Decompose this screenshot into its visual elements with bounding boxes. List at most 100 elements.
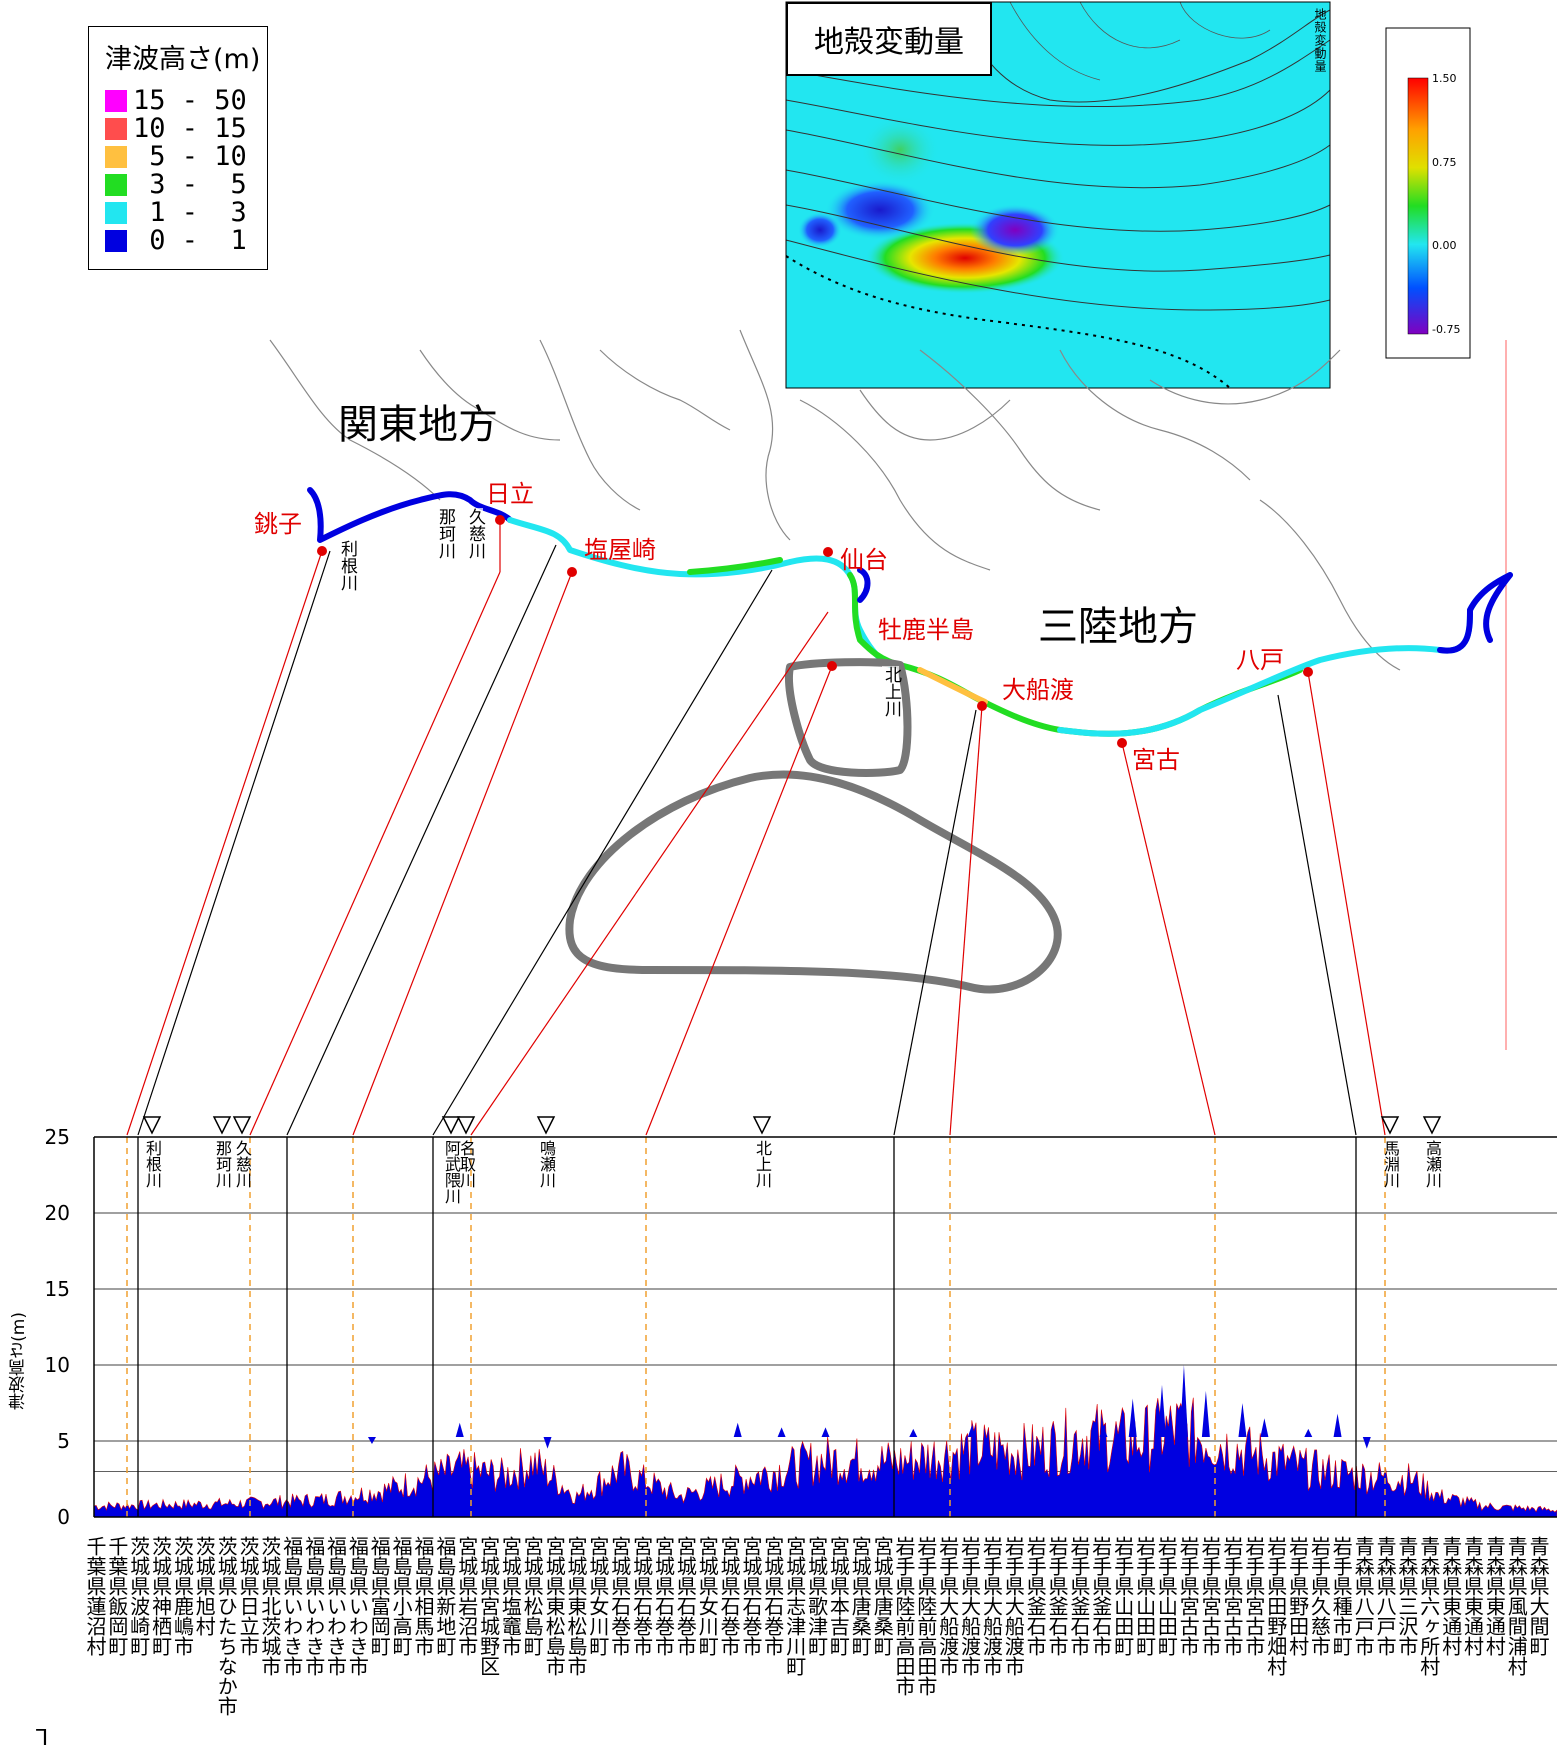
subsidence-area-west (825, 180, 935, 240)
legend-item: 5 - 10 (105, 141, 247, 172)
legend-swatch (105, 201, 127, 224)
legend-label: 3 - 5 (133, 169, 247, 200)
legend-item: 15 - 50 (105, 85, 247, 116)
legend-label: 10 - 15 (133, 113, 247, 144)
tsunami-spike (967, 1425, 976, 1437)
municipality-label: 福島県小高町 (389, 1536, 414, 1656)
municipality-label: 千葉県飯岡町 (104, 1536, 129, 1656)
leader-line-choshi (126, 550, 323, 1136)
inset-side-label: 地殻変動量 (1313, 8, 1327, 73)
chart-river-label: 鳴瀬川 (537, 1140, 556, 1188)
municipality-label: 宮城県石巻市 (673, 1536, 698, 1656)
municipality-label: 宮城県唐桑町 (848, 1536, 873, 1656)
river-marker-triangle (1380, 1116, 1400, 1135)
map-river-label-kitakami: 北上川 (881, 666, 901, 717)
river-markers (142, 1116, 1442, 1135)
minor-uplift-area (860, 115, 940, 185)
chart-river-label: 高瀬川 (1423, 1140, 1442, 1188)
chart-river-label: 阿武隈川 (442, 1140, 461, 1204)
municipality-label: 宮城県岩沼市 (454, 1536, 479, 1656)
legend-swatch (105, 229, 127, 252)
tsunami-spike (455, 1422, 464, 1437)
chart-river-label: 那珂川 (213, 1140, 232, 1188)
y-tick-label: 15 (44, 1277, 70, 1301)
tsunami-spike (1128, 1398, 1137, 1437)
municipality-label: 福島県いわき市 (323, 1536, 348, 1676)
municipality-label: 岩手県大船渡市 (957, 1536, 982, 1676)
map-river-label-tone: 利根川 (337, 540, 357, 591)
tsunami-spike (1260, 1418, 1269, 1437)
municipality-label: 茨城県波崎町 (126, 1536, 151, 1656)
legend-label: 15 - 50 (133, 85, 247, 116)
marker-sendai (823, 547, 833, 557)
municipality-label: 岩手県陸前高田市 (913, 1536, 938, 1696)
subsidence-area-far-west (798, 212, 842, 248)
legend-title: 津波高さ(m) (105, 44, 261, 75)
river-marker-triangle (142, 1116, 162, 1135)
municipality-label: 青森県三沢市 (1394, 1536, 1419, 1656)
chart-gridlines (94, 1212, 1557, 1472)
tsunami-spike (1333, 1413, 1342, 1437)
colorbar-tick: 0.75 (1432, 156, 1457, 169)
place-label-oshika: 牡鹿半島 (878, 616, 974, 644)
trench-line (785, 255, 1231, 389)
tsunami-height-legend: 津波高さ(m) 15 - 50 10 - 15 5 - 10 3 - 5 1 -… (88, 26, 268, 270)
municipality-label: 茨城県鹿嶋市 (170, 1536, 195, 1656)
place-label-shioyazaki: 塩屋崎 (584, 536, 656, 564)
tsunami-spike (1099, 1425, 1108, 1437)
map-river-label-kuji: 久慈川 (465, 508, 485, 559)
municipality-label: 岩手県山田町 (1110, 1536, 1135, 1656)
river-marker-triangle (212, 1116, 232, 1135)
marker-hachinohe (1303, 667, 1313, 677)
page-corner-mark: ⅂ (36, 1726, 49, 1751)
municipality-label: 福島県いわき市 (301, 1536, 326, 1676)
municipality-label: 宮城県宮城野区 (476, 1536, 501, 1676)
leader-line-oshika (645, 665, 833, 1136)
leader-line-shioyazaki (352, 571, 573, 1136)
municipality-label: 福島県新地町 (432, 1536, 457, 1656)
y-tick-label: 0 (57, 1505, 70, 1529)
leader-line-hitachi (249, 571, 501, 1136)
tsunami-spike (821, 1427, 830, 1437)
municipality-label: 茨城県日立市 (236, 1536, 261, 1656)
marker-shioyazaki (567, 567, 577, 577)
river-marker-triangle (752, 1116, 772, 1135)
municipality-label: 青森県八戸市 (1351, 1536, 1376, 1656)
municipality-label: 岩手県野田村 (1285, 1536, 1310, 1656)
municipality-label: 岩手県釜石市 (1045, 1536, 1070, 1656)
tsunami-height-area (93, 1397, 1557, 1518)
municipality-label: 岩手県宮古市 (1220, 1536, 1244, 1656)
tsunami-spike (1362, 1437, 1371, 1449)
place-label-hachinohe: 八戸 (1236, 646, 1284, 674)
y-tick-label: 20 (44, 1201, 70, 1225)
municipality-label: 茨城県ひたちなか市 (214, 1536, 239, 1716)
municipality-label: 岩手県久慈市 (1307, 1536, 1332, 1656)
y-tick-label: 25 (44, 1125, 70, 1149)
tsunami-spike (1304, 1428, 1313, 1437)
municipality-label: 千葉県蓮沼村 (83, 1536, 107, 1656)
municipality-label: 宮城県本吉町 (826, 1536, 851, 1656)
leader-line-miyako (1121, 742, 1216, 1136)
municipality-label: 宮城県東松島市 (542, 1536, 567, 1676)
place-label-miyako: 宮古 (1132, 746, 1180, 774)
legend-item: 1 - 3 (105, 197, 247, 228)
municipality-label: 岩手県釜石市 (1067, 1536, 1091, 1656)
municipality-label: 岩手県大船渡市 (979, 1536, 1004, 1676)
municipality-label: 岩手県宮古市 (1241, 1536, 1266, 1656)
municipality-label: 茨城県神栖町 (148, 1536, 173, 1656)
prefecture-borders-inset (1009, 1, 1271, 81)
municipality-label: 宮城県志津川町 (782, 1536, 807, 1676)
tsunami-spike (1201, 1390, 1210, 1437)
depth-contours (785, 39, 1331, 311)
grey-track-loops (565, 658, 1062, 994)
municipality-label: 宮城県石巻市 (651, 1536, 676, 1656)
municipality-label: 岩手県山田町 (1154, 1536, 1179, 1656)
leader-line-sendai (470, 611, 829, 1136)
colorbar-tick: 1.50 (1432, 72, 1457, 85)
colorbar-tick: 0.00 (1432, 239, 1457, 252)
municipality-label: 岩手県陸前高田市 (892, 1536, 916, 1696)
river-marker-triangle (1422, 1116, 1442, 1135)
legend-item: 0 - 1 (105, 225, 247, 256)
municipality-label: 宮城県塩竈市 (498, 1536, 523, 1656)
